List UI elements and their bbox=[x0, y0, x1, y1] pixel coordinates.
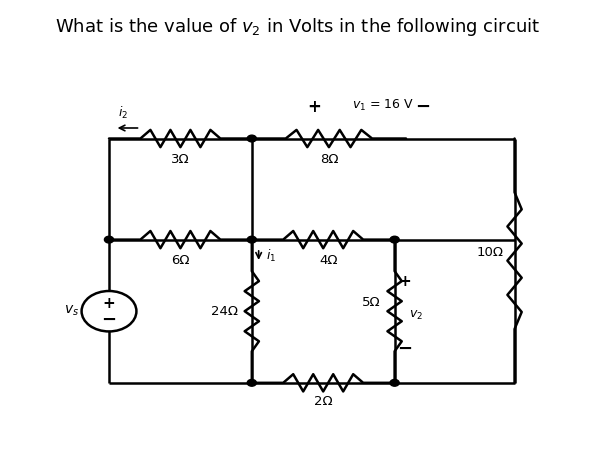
Circle shape bbox=[248, 236, 256, 243]
Text: +: + bbox=[399, 274, 411, 289]
Text: $v_1$ = 16 V: $v_1$ = 16 V bbox=[352, 98, 414, 113]
Circle shape bbox=[248, 380, 256, 386]
Text: What is the value of $v_2$ in Volts in the following circuit: What is the value of $v_2$ in Volts in t… bbox=[55, 16, 540, 38]
Text: 10Ω: 10Ω bbox=[476, 246, 503, 259]
Circle shape bbox=[248, 135, 256, 142]
Circle shape bbox=[390, 380, 399, 386]
Text: $v_s$: $v_s$ bbox=[64, 304, 79, 318]
Text: −: − bbox=[101, 311, 117, 329]
Text: 6Ω: 6Ω bbox=[171, 255, 190, 267]
Text: −: − bbox=[415, 98, 431, 116]
Text: $v_2$: $v_2$ bbox=[409, 309, 423, 322]
Text: 8Ω: 8Ω bbox=[320, 153, 338, 166]
Text: 24Ω: 24Ω bbox=[211, 305, 237, 318]
Text: 2Ω: 2Ω bbox=[314, 395, 333, 409]
Text: 3Ω: 3Ω bbox=[171, 153, 190, 166]
Text: 5Ω: 5Ω bbox=[362, 296, 380, 309]
Text: $i_1$: $i_1$ bbox=[266, 248, 276, 263]
Circle shape bbox=[105, 236, 114, 243]
Text: $i_2$: $i_2$ bbox=[118, 105, 129, 121]
Text: −: − bbox=[397, 340, 412, 358]
Text: +: + bbox=[102, 296, 115, 311]
Circle shape bbox=[390, 236, 399, 243]
Text: +: + bbox=[308, 98, 321, 116]
Text: 4Ω: 4Ω bbox=[320, 255, 338, 267]
